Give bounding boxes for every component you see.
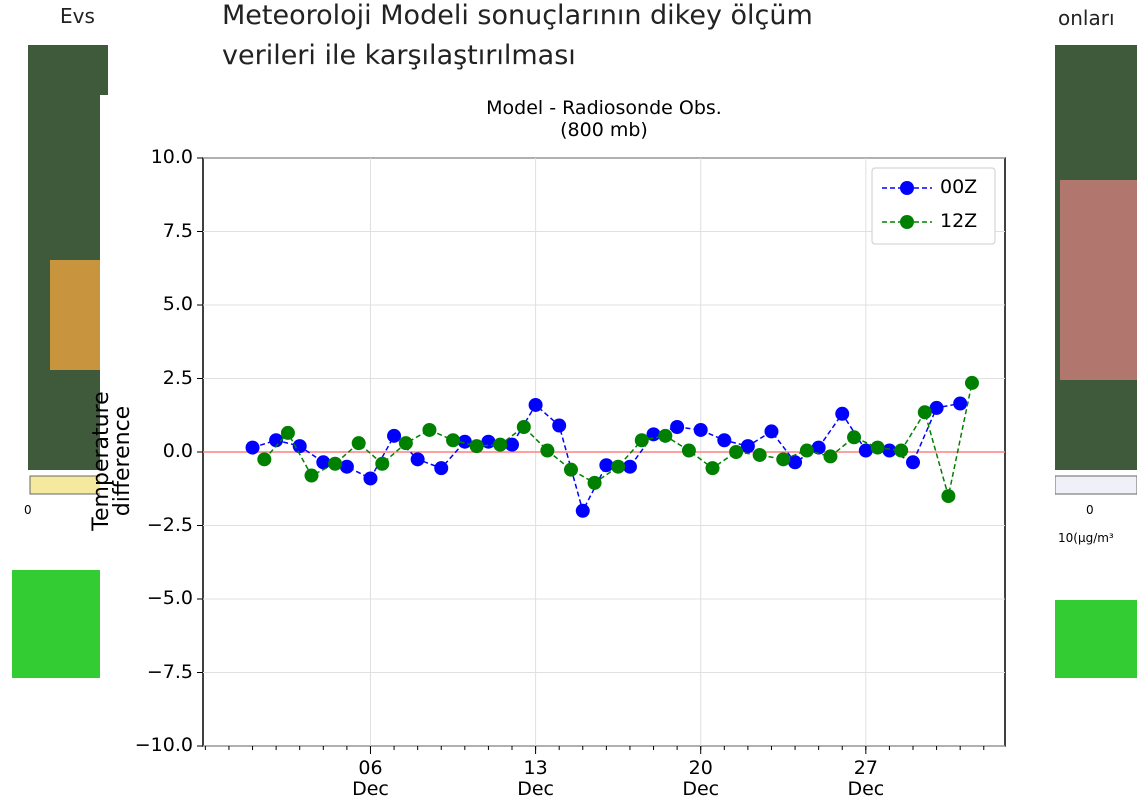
point — [446, 433, 460, 447]
point — [764, 424, 778, 438]
legend-label: 12Z — [940, 211, 977, 232]
point — [305, 469, 319, 483]
point — [965, 376, 979, 390]
point — [729, 445, 743, 459]
point — [835, 407, 849, 421]
point — [434, 461, 448, 475]
point — [694, 423, 708, 437]
right-unit-fragment: 10(μg/m³ — [1058, 528, 1114, 549]
point — [918, 405, 932, 419]
point — [387, 429, 401, 443]
left-scale-label: 0 — [24, 500, 32, 521]
legend-marker — [900, 181, 914, 195]
point — [257, 452, 271, 466]
point — [812, 441, 826, 455]
point — [776, 452, 790, 466]
y-tick-label: −7.5 — [93, 662, 193, 683]
point — [422, 423, 436, 437]
y-tick-label: 5.0 — [93, 294, 193, 315]
y-tick-label: 0.0 — [93, 441, 193, 462]
point — [599, 458, 613, 472]
point — [658, 429, 672, 443]
chart-subtitle: (800 mb) — [404, 120, 804, 141]
point — [564, 463, 578, 477]
y-tick-label: 10.0 — [93, 147, 193, 168]
point — [340, 460, 354, 474]
point — [847, 430, 861, 444]
point — [788, 455, 802, 469]
right-fragment: onları — [1058, 8, 1115, 29]
point — [941, 489, 955, 503]
point — [328, 457, 342, 471]
legend-label: 00Z — [940, 177, 977, 198]
point — [470, 439, 484, 453]
y-tick-label: −10.0 — [93, 735, 193, 756]
slide-title: Meteoroloji Modeli sonuçlarının dikey öl… — [222, 0, 813, 31]
point — [894, 444, 908, 458]
point — [399, 436, 413, 450]
point — [635, 433, 649, 447]
point — [493, 438, 507, 452]
point — [717, 433, 731, 447]
point — [576, 504, 590, 518]
slide-title: verileri ile karşılaştırılması — [222, 40, 576, 71]
point — [706, 461, 720, 475]
x-tick-label: 20 Dec — [661, 758, 741, 800]
right-scale-label: 0 — [1086, 500, 1094, 521]
x-tick-label: 13 Dec — [496, 758, 576, 800]
point — [682, 444, 696, 458]
point — [540, 444, 554, 458]
point — [871, 441, 885, 455]
y-tick-label: −2.5 — [93, 515, 193, 536]
right-colorbar — [1055, 476, 1137, 494]
right-map-overlay — [1060, 180, 1137, 380]
point — [352, 436, 366, 450]
point — [859, 444, 873, 458]
y-tick-label: 2.5 — [93, 368, 193, 389]
point — [316, 455, 330, 469]
y-tick-label: −5.0 — [93, 588, 193, 609]
point — [246, 441, 260, 455]
point — [375, 457, 389, 471]
point — [800, 444, 814, 458]
point — [517, 420, 531, 434]
point — [670, 420, 684, 434]
left-fragment: Evs — [60, 6, 95, 27]
x-tick-label: 06 Dec — [330, 758, 410, 800]
point — [552, 419, 566, 433]
point — [529, 398, 543, 412]
point — [953, 396, 967, 410]
point — [588, 476, 602, 490]
y-tick-label: 7.5 — [93, 221, 193, 242]
chart-title: Model - Radiosonde Obs. — [404, 98, 804, 119]
legend-marker — [900, 215, 914, 229]
x-tick-label: 27 Dec — [826, 758, 906, 800]
point — [281, 426, 295, 440]
page: Evs onları 0 0 10(μg/m³ Meteoroloji Mode… — [0, 0, 1137, 811]
point — [363, 471, 377, 485]
point — [906, 455, 920, 469]
point — [411, 452, 425, 466]
point — [753, 448, 767, 462]
point — [823, 449, 837, 463]
point — [611, 460, 625, 474]
right-green-box — [1055, 600, 1137, 678]
